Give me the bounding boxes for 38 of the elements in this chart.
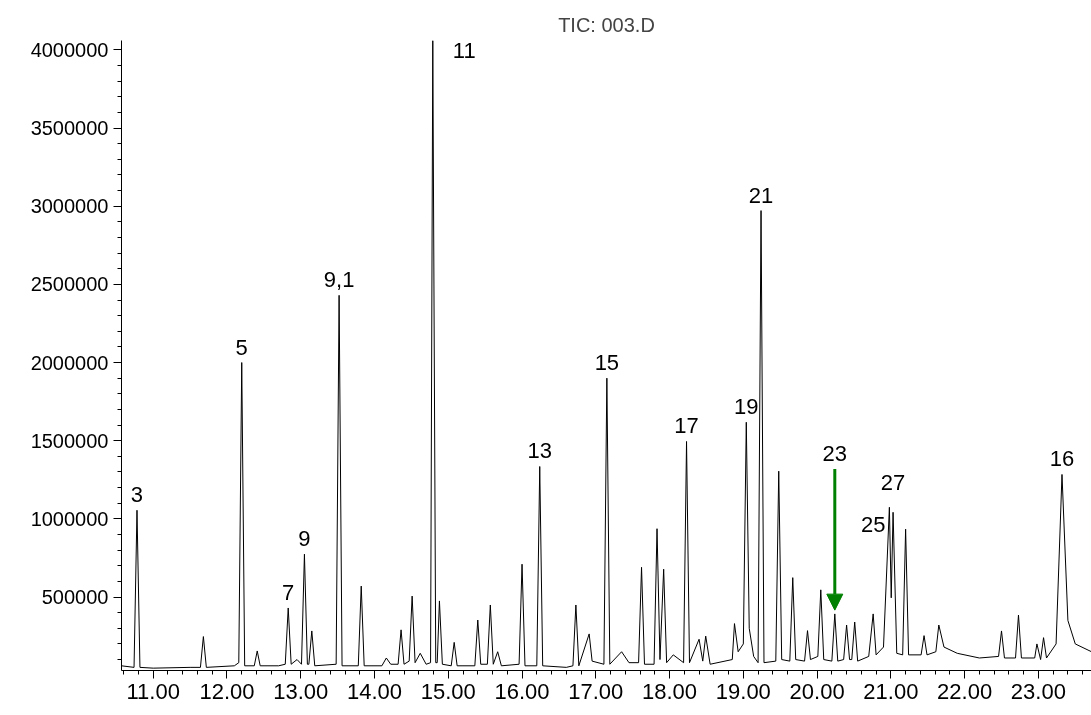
x-tick-label: 20.00 <box>789 678 845 704</box>
annotation: 11 <box>452 37 476 63</box>
x-tick-label: 22.00 <box>937 678 993 704</box>
y-tick-label: 3000000 <box>30 195 109 218</box>
x-tick-label: 16.00 <box>494 678 550 704</box>
line-series <box>121 40 1091 669</box>
annotation: 9,1 <box>323 267 355 293</box>
x-tick-label: 19.00 <box>715 678 771 704</box>
annotation: 25 <box>860 512 886 538</box>
x-tick-label: 13.00 <box>273 678 329 704</box>
x-tick-label: 23.00 <box>1010 678 1066 704</box>
x-tick-label: 12.00 <box>199 678 255 704</box>
y-tick-label: 2500000 <box>30 273 109 296</box>
x-tick-label: 15.00 <box>420 678 476 704</box>
y-tick-label: 2000000 <box>30 351 109 374</box>
y-tick-label: 3500000 <box>30 117 109 140</box>
annotation: 16 <box>1049 446 1075 472</box>
annotation: 15 <box>594 350 620 376</box>
annotation: 19 <box>734 394 759 420</box>
x-tick-label: 14.00 <box>346 678 403 704</box>
x-tick-label: 11.00 <box>126 678 180 704</box>
annotation: 27 <box>880 470 906 496</box>
y-tick-label: 4000000 <box>30 38 109 61</box>
y-tick-label: 1500000 <box>30 429 109 452</box>
annotation: 7 <box>282 579 295 605</box>
x-tick-label: 17.00 <box>568 678 624 704</box>
y-tick-label: 1000000 <box>30 507 109 530</box>
x-tick-label: 18.00 <box>642 678 698 704</box>
annotation: 3 <box>130 482 144 508</box>
chart-title: TIC: 003.D <box>558 13 655 36</box>
x-tick-label: 21.00 <box>863 678 919 704</box>
annotation: 5 <box>235 334 248 360</box>
annotation: 21 <box>748 182 774 208</box>
annotation: 17 <box>674 413 699 439</box>
annotation: 13 <box>527 438 552 464</box>
annotation: 9 <box>298 526 311 552</box>
y-tick-label: 500000 <box>41 586 109 609</box>
annotation: 23 <box>822 441 848 467</box>
